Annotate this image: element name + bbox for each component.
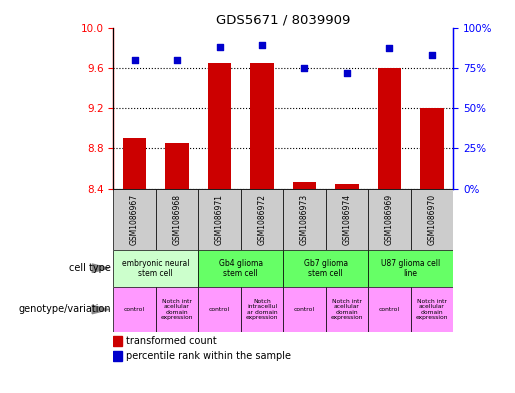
- Bar: [283, 189, 325, 250]
- Text: control: control: [124, 307, 145, 312]
- Bar: [325, 189, 368, 250]
- Bar: [283, 287, 325, 332]
- Text: U87 glioma cell
line: U87 glioma cell line: [381, 259, 440, 278]
- Bar: [165, 143, 188, 189]
- Bar: [208, 63, 231, 189]
- Bar: [123, 138, 146, 189]
- Bar: [368, 250, 453, 287]
- Text: GSM1086972: GSM1086972: [258, 194, 266, 244]
- Text: Notch intr
acellular
domain
expression: Notch intr acellular domain expression: [161, 299, 193, 320]
- Text: Notch intr
acellular
domain
expression: Notch intr acellular domain expression: [331, 299, 363, 320]
- Bar: [368, 287, 410, 332]
- Bar: [198, 287, 241, 332]
- Point: [385, 45, 393, 51]
- Text: GSM1086967: GSM1086967: [130, 193, 139, 245]
- Text: GSM1086973: GSM1086973: [300, 193, 309, 245]
- Title: GDS5671 / 8039909: GDS5671 / 8039909: [216, 13, 350, 26]
- Text: control: control: [294, 307, 315, 312]
- Bar: [335, 184, 358, 189]
- Bar: [293, 182, 316, 189]
- Bar: [156, 287, 198, 332]
- Bar: [241, 189, 283, 250]
- Bar: [378, 68, 401, 189]
- Polygon shape: [92, 264, 109, 272]
- Point: [300, 64, 308, 71]
- Text: Gb4 glioma
stem cell: Gb4 glioma stem cell: [219, 259, 263, 278]
- Text: Notch
intracellul
ar domain
expression: Notch intracellul ar domain expression: [246, 299, 278, 320]
- Bar: [113, 287, 156, 332]
- Text: transformed count: transformed count: [126, 336, 217, 346]
- Text: cell type: cell type: [69, 263, 111, 273]
- Text: GSM1086968: GSM1086968: [173, 194, 181, 244]
- Text: GSM1086971: GSM1086971: [215, 194, 224, 244]
- Text: percentile rank within the sample: percentile rank within the sample: [126, 351, 291, 362]
- Text: GSM1086974: GSM1086974: [342, 193, 351, 245]
- Bar: [113, 189, 156, 250]
- Point: [428, 52, 436, 58]
- Point: [173, 57, 181, 63]
- Text: genotype/variation: genotype/variation: [18, 305, 111, 314]
- Text: control: control: [379, 307, 400, 312]
- Text: Gb7 glioma
stem cell: Gb7 glioma stem cell: [304, 259, 348, 278]
- Point: [258, 42, 266, 48]
- Bar: [283, 250, 368, 287]
- Point: [130, 57, 139, 63]
- Text: GSM1086969: GSM1086969: [385, 193, 394, 245]
- Bar: [113, 336, 122, 346]
- Bar: [198, 250, 283, 287]
- Bar: [410, 287, 453, 332]
- Point: [343, 70, 351, 76]
- Polygon shape: [92, 305, 109, 314]
- Bar: [113, 351, 122, 362]
- Bar: [368, 189, 410, 250]
- Bar: [113, 250, 198, 287]
- Point: [215, 44, 224, 50]
- Text: GSM1086970: GSM1086970: [427, 193, 436, 245]
- Text: Notch intr
acellular
domain
expression: Notch intr acellular domain expression: [416, 299, 448, 320]
- Bar: [420, 108, 443, 189]
- Bar: [241, 287, 283, 332]
- Bar: [250, 63, 273, 189]
- Text: embryonic neural
stem cell: embryonic neural stem cell: [122, 259, 190, 278]
- Text: control: control: [209, 307, 230, 312]
- Bar: [325, 287, 368, 332]
- Bar: [198, 189, 241, 250]
- Bar: [156, 189, 198, 250]
- Bar: [410, 189, 453, 250]
